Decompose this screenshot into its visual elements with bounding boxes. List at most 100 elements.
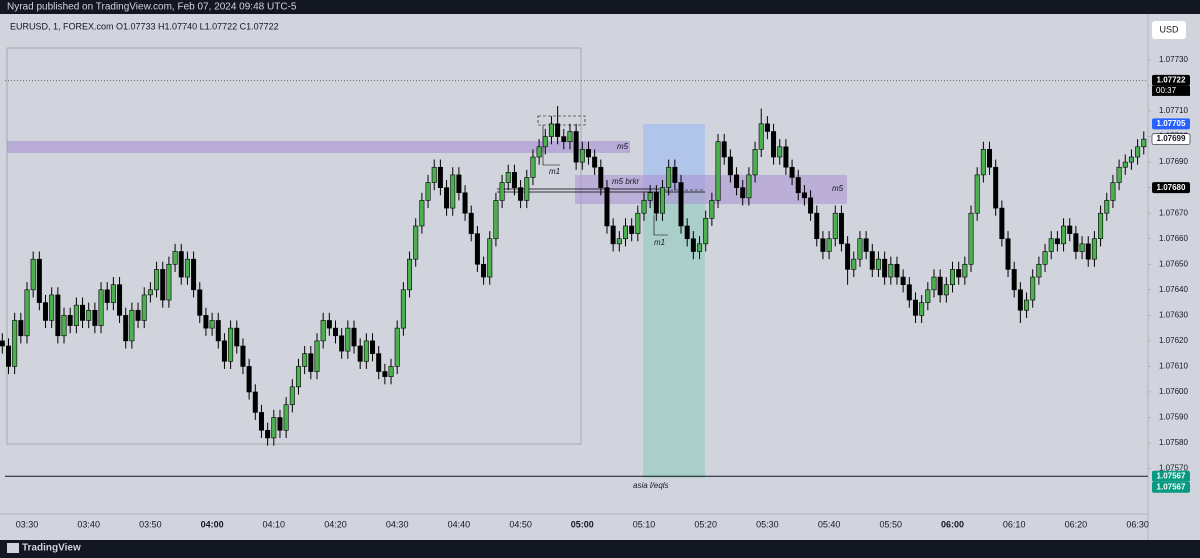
candle-body [888, 263, 894, 278]
candle-body [962, 263, 968, 278]
y-tick-label: 1.07610 [1159, 362, 1188, 371]
price-tag-label: 1.07567 [1157, 482, 1186, 491]
candle-body [110, 284, 116, 303]
candle-body [1017, 289, 1023, 311]
candle-body [1024, 299, 1030, 311]
candle-body [86, 309, 92, 321]
candle-body [1054, 238, 1060, 245]
candle-body [764, 123, 770, 132]
candle-body [956, 269, 962, 278]
candle-body [1110, 182, 1116, 201]
annotation: m5 brkr [612, 177, 639, 186]
candle-body [808, 197, 814, 214]
price-tag [1151, 133, 1191, 145]
candle-body [400, 289, 406, 329]
candle-body [302, 353, 308, 367]
candle-body [949, 269, 955, 286]
candle-body [635, 212, 641, 234]
candle-body [906, 284, 912, 301]
symbol-info: EURUSD, 1, FOREX.com O1.07733 H1.07740 L… [10, 21, 279, 31]
price-tag [1152, 74, 1190, 86]
annotation: m5 [617, 142, 629, 151]
candle-body [12, 320, 18, 367]
price-tag-label: 1.07722 [1157, 76, 1186, 85]
candle-body [376, 353, 382, 372]
candle-body [1011, 269, 1017, 291]
candle-body [542, 136, 548, 148]
brand[interactable]: TradingView [22, 543, 81, 554]
candle-body [1061, 225, 1067, 245]
price-tag [1152, 118, 1190, 130]
candle-body [845, 243, 851, 270]
candle-body [1141, 138, 1147, 148]
candle-body [875, 258, 881, 270]
currency-button[interactable] [1152, 21, 1186, 39]
candle-body [141, 294, 147, 321]
candle-body [425, 182, 431, 201]
candle-body [258, 412, 264, 431]
candle-body [5, 345, 11, 367]
candle-body [73, 304, 79, 326]
y-tick-label: 1.07590 [1159, 413, 1188, 422]
candle-body [80, 304, 86, 321]
candle-body [925, 289, 931, 303]
candle-body [672, 166, 678, 183]
x-tick-label: 04:50 [509, 519, 532, 529]
candle-body [660, 187, 666, 214]
price-tag [1152, 182, 1190, 194]
candle-body [641, 200, 647, 214]
candle-body [203, 315, 209, 329]
candle-body [43, 302, 49, 321]
candle-body [919, 302, 925, 316]
m5-zone [7, 141, 630, 153]
candle-body [579, 149, 585, 163]
annotation: m1 [654, 238, 665, 247]
y-tick-label: 1.07570 [1159, 464, 1188, 473]
price-tag [1152, 470, 1190, 482]
candle-body [160, 269, 166, 301]
candle-body [1030, 276, 1036, 301]
candle-body [332, 327, 338, 337]
x-tick-label: 06:20 [1065, 519, 1088, 529]
candle-body [771, 131, 777, 158]
candle-body [481, 263, 487, 278]
candle-body [1005, 238, 1011, 270]
candle-body [734, 174, 740, 188]
candle-body [1135, 146, 1141, 158]
price-tag-label: 1.07699 [1157, 134, 1186, 143]
x-tick-label: 04:30 [386, 519, 409, 529]
candle-body [795, 177, 801, 194]
y-tick-label: 1.07600 [1159, 387, 1188, 396]
candle-body [419, 200, 425, 227]
candle-body [295, 366, 301, 388]
candle-body [610, 225, 616, 245]
candle-body [1048, 238, 1054, 252]
candle-body [1042, 251, 1048, 265]
candle-body [351, 327, 357, 347]
candle-body [166, 263, 172, 301]
candle-body [339, 335, 345, 352]
candle-body [666, 166, 672, 188]
candle-body [801, 192, 807, 199]
candle-body [999, 207, 1005, 240]
candle-body [252, 391, 258, 413]
candle-body [987, 149, 993, 168]
currency[interactable]: USD [1159, 24, 1179, 34]
range-box [6, 47, 582, 445]
y-tick-label: 1.07650 [1159, 259, 1188, 268]
candle-body [592, 156, 598, 168]
candle-body [863, 238, 869, 252]
candles [0, 105, 1147, 446]
annotation: asia l/eqls [633, 481, 669, 490]
candle-body [882, 258, 888, 278]
candle-body [598, 166, 604, 188]
candle-body [518, 187, 524, 201]
candle-body [326, 320, 332, 329]
candle-body [758, 123, 764, 150]
x-tick-label: 04:40 [448, 519, 471, 529]
candle-body [943, 284, 949, 296]
x-tick-label: 05:10 [633, 519, 656, 529]
candle-body [36, 258, 42, 303]
candle-body [709, 200, 715, 219]
candle-body [752, 149, 758, 176]
